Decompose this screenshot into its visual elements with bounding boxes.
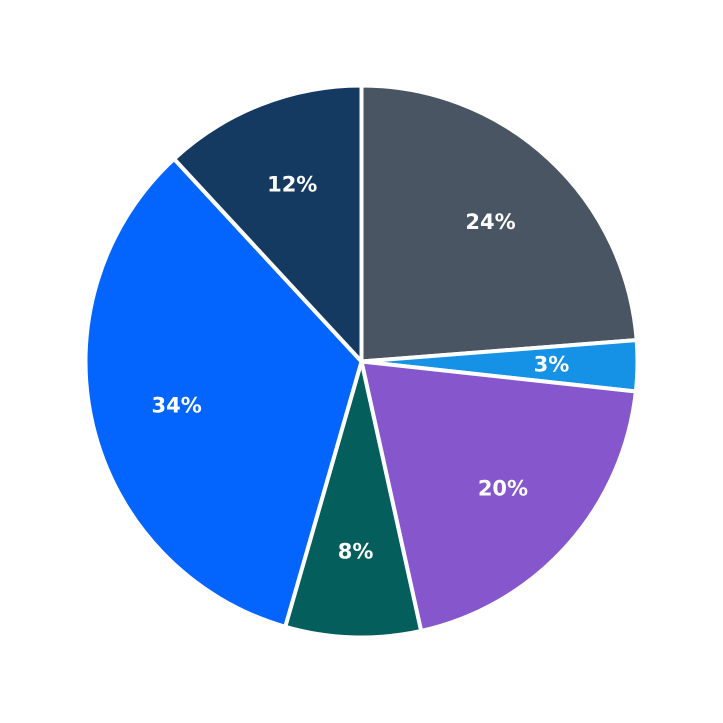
pie-slice-4	[83, 156, 364, 629]
pie-slice-label-2: 20%	[478, 476, 528, 500]
pie-slice-3	[283, 359, 424, 640]
pie-slice-label-5: 12%	[267, 173, 317, 197]
pie-slice-0	[359, 83, 639, 364]
pie-slice-label-4: 34%	[152, 393, 202, 417]
pie-slice-label-3: 8%	[338, 539, 374, 563]
pie-slice-label-1: 3%	[534, 352, 570, 376]
pie-slices	[83, 83, 640, 640]
pie-labels: 24% 3% 20% 8% 34% 12%	[152, 173, 570, 564]
pie-slice-label-0: 24%	[465, 210, 515, 234]
pie-slice-5	[172, 83, 364, 364]
pie-slice-2	[359, 359, 638, 633]
